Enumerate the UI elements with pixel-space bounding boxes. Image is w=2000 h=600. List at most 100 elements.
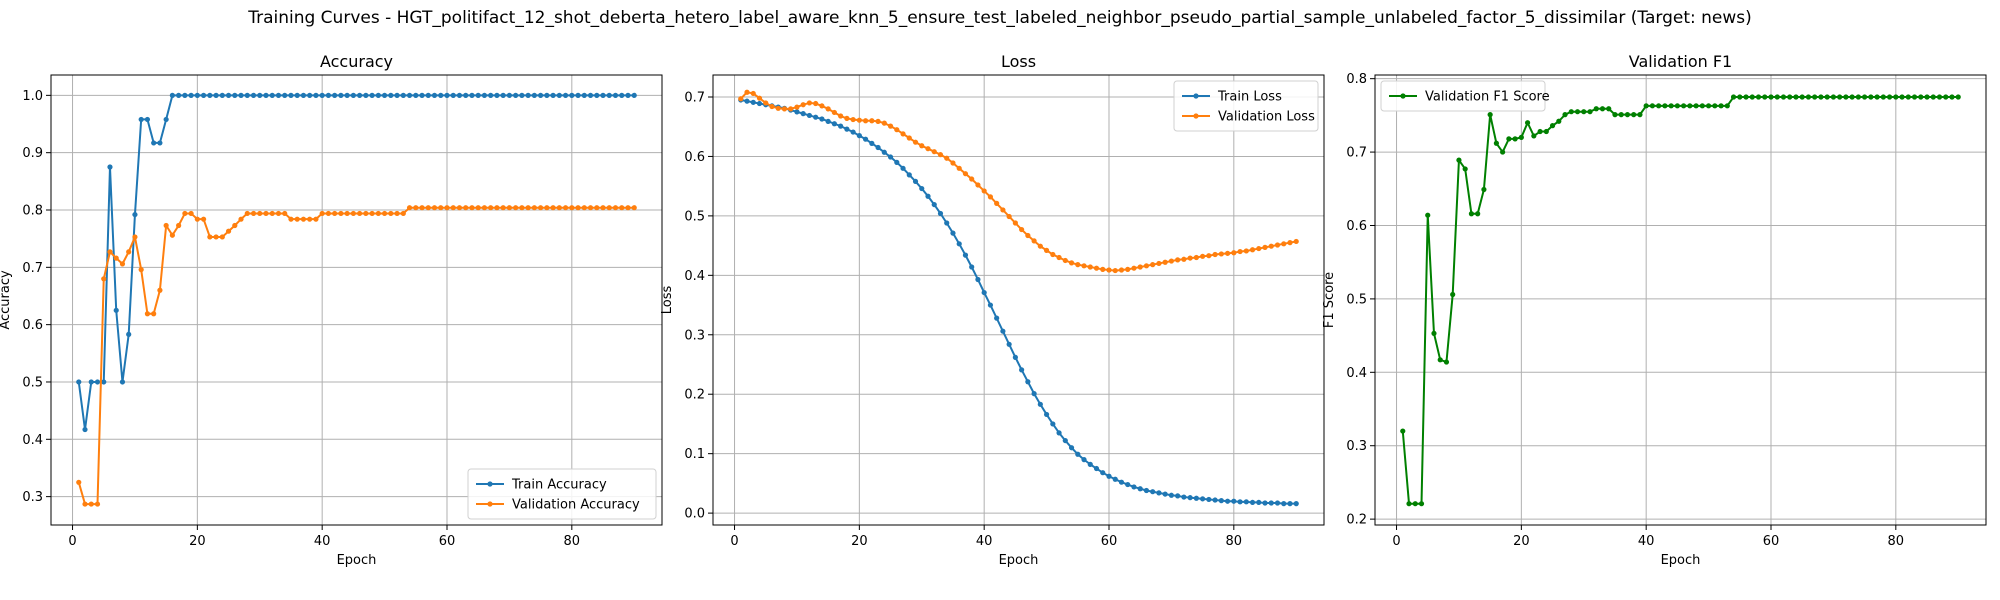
series-markers (738, 89, 1299, 274)
data-point (606, 92, 612, 98)
data-point (1187, 255, 1193, 261)
data-point (431, 205, 438, 211)
figure-title: Training Curves - HGT_politifact_12_shot… (248, 8, 1752, 28)
data-point (1012, 220, 1018, 226)
data-point (1206, 496, 1212, 503)
data-point (325, 210, 332, 217)
data-point (1662, 103, 1668, 109)
data-point (587, 92, 594, 98)
data-point (1431, 330, 1437, 336)
data-point (1281, 241, 1287, 247)
y-tick-label: 0.3 (22, 490, 43, 505)
data-point (257, 92, 263, 98)
data-point (738, 96, 744, 102)
data-point (1175, 257, 1181, 263)
legend-swatch-marker (487, 501, 493, 507)
data-point (1899, 94, 1905, 100)
data-point (912, 139, 919, 145)
data-point (1150, 262, 1156, 268)
data-point (881, 120, 887, 126)
data-point (575, 205, 581, 211)
data-point (1143, 263, 1150, 269)
x-tick-label: 0 (1392, 534, 1400, 549)
data-point (900, 165, 906, 171)
data-point (956, 165, 962, 171)
data-point (1224, 498, 1231, 504)
data-point (300, 216, 307, 222)
data-point (444, 92, 450, 98)
data-point (1112, 476, 1118, 482)
data-point (1824, 94, 1830, 100)
data-point (1462, 166, 1468, 172)
y-tick-label: 0.3 (1346, 439, 1367, 454)
x-tick-label: 60 (1763, 534, 1780, 549)
data-point (1156, 490, 1162, 496)
data-point (1087, 264, 1093, 270)
data-point (1056, 254, 1062, 261)
data-point (1437, 357, 1443, 363)
chart-title: Accuracy (320, 52, 393, 71)
y-tick-label: 0.8 (22, 204, 43, 219)
data-point (1131, 265, 1137, 271)
legend-entry: Validation Loss (1218, 110, 1315, 125)
data-point (1949, 94, 1955, 100)
data-point (1249, 247, 1256, 253)
data-point (1518, 134, 1524, 140)
data-point (531, 205, 537, 211)
data-point (1287, 240, 1293, 246)
data-point (456, 92, 463, 98)
y-tick-label: 0.7 (1346, 146, 1367, 161)
data-point (987, 302, 994, 308)
data-point (994, 200, 1000, 206)
x-axis-label: Epoch (1661, 553, 1701, 568)
data-point (450, 92, 456, 98)
chart-panel-2: 0 20 40 60 80 0.0 0.1 0.2 0.3 0.4 0.5 0.6 0.7 Loss Epo… (660, 52, 1325, 568)
data-point (1812, 94, 1818, 100)
data-point (1587, 109, 1593, 115)
data-point (1243, 499, 1249, 505)
data-point (144, 116, 151, 123)
data-point (357, 92, 363, 98)
data-point (1799, 94, 1805, 100)
data-point (1531, 133, 1537, 139)
data-point (132, 234, 138, 240)
y-tick-label: 0.7 (684, 90, 705, 105)
data-point (1162, 491, 1168, 497)
data-point (1500, 149, 1506, 155)
data-point (819, 103, 825, 109)
data-point (1849, 94, 1855, 100)
data-point (338, 92, 344, 98)
data-point (413, 92, 419, 98)
data-point (126, 249, 132, 255)
data-point (88, 501, 94, 507)
data-point (544, 92, 550, 98)
data-point (1805, 94, 1812, 100)
data-point (1543, 128, 1549, 135)
data-point (157, 140, 163, 146)
data-point (1168, 258, 1175, 264)
data-point (119, 261, 126, 267)
data-point (925, 146, 931, 152)
data-point (288, 92, 294, 98)
data-point (1830, 94, 1837, 100)
data-point (800, 111, 806, 117)
data-point (1118, 267, 1125, 273)
data-point (1218, 498, 1224, 504)
data-point (400, 92, 406, 98)
legend-box (1173, 80, 1319, 132)
data-point (481, 205, 488, 211)
legend-box (467, 468, 657, 520)
data-point (875, 118, 881, 124)
data-point (1212, 251, 1218, 258)
data-point (894, 127, 900, 133)
chart-panel-1: 0 20 40 60 80 0.3 0.4 0.5 0.6 0.7 0.8 0.9 1.0 Accurac… (0, 52, 663, 568)
data-point (1243, 248, 1249, 254)
data-point (82, 426, 88, 433)
data-point (612, 205, 619, 211)
data-point (1425, 212, 1431, 218)
data-point (569, 92, 575, 98)
data-point (1037, 401, 1043, 407)
data-point (631, 205, 637, 211)
series-line (77, 206, 635, 506)
